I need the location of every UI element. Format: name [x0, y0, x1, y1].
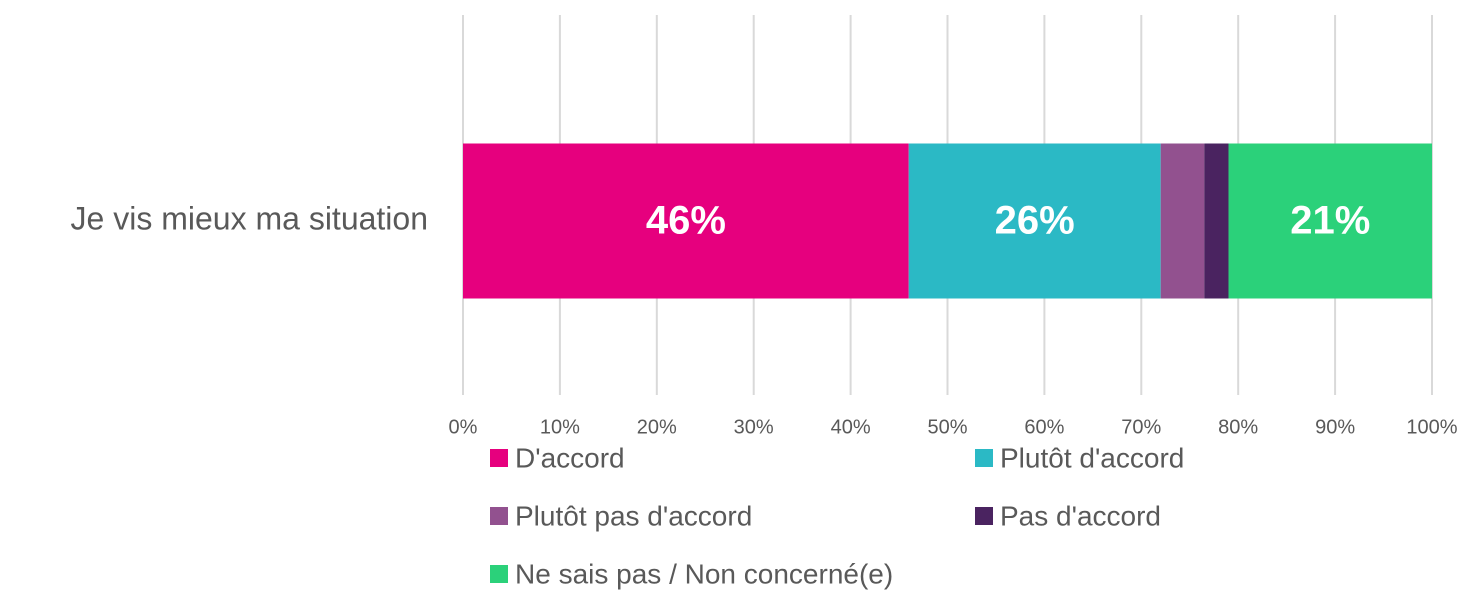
- x-tick-label: 70%: [1121, 416, 1161, 438]
- bar-segment: [908, 143, 1161, 299]
- legend-label: Plutôt pas d'accord: [515, 500, 752, 531]
- x-tick-label: 40%: [831, 416, 871, 438]
- legend-label: Plutôt d'accord: [1000, 442, 1184, 473]
- x-tick-label: 50%: [927, 416, 967, 438]
- category-label: Je vis mieux ma situation: [71, 200, 428, 236]
- x-tick-label: 30%: [734, 416, 774, 438]
- x-tick-label: 80%: [1218, 416, 1258, 438]
- legend-label: Pas d'accord: [1000, 500, 1161, 531]
- data-label: 26%: [995, 199, 1075, 243]
- x-tick-label: 60%: [1024, 416, 1064, 438]
- x-tick-label: 10%: [540, 416, 580, 438]
- legend-label: Ne sais pas / Non concerné(e): [515, 558, 893, 589]
- legend-swatch: [490, 507, 508, 525]
- bar-segment: [463, 143, 909, 299]
- legend-label: D'accord: [515, 442, 625, 473]
- x-tick-label: 20%: [637, 416, 677, 438]
- data-label: 21%: [1290, 199, 1370, 243]
- legend-swatch: [490, 565, 508, 583]
- x-tick-label: 0%: [449, 416, 478, 438]
- x-tick-label: 90%: [1315, 416, 1355, 438]
- legend-swatch: [975, 449, 993, 467]
- bar-segment: [1160, 143, 1205, 299]
- x-tick-label: 100%: [1406, 416, 1457, 438]
- legend-swatch: [975, 507, 993, 525]
- bar-segment: [1204, 143, 1229, 299]
- bar-segment: [1228, 143, 1432, 299]
- data-label: 46%: [646, 199, 726, 243]
- legend-swatch: [490, 449, 508, 467]
